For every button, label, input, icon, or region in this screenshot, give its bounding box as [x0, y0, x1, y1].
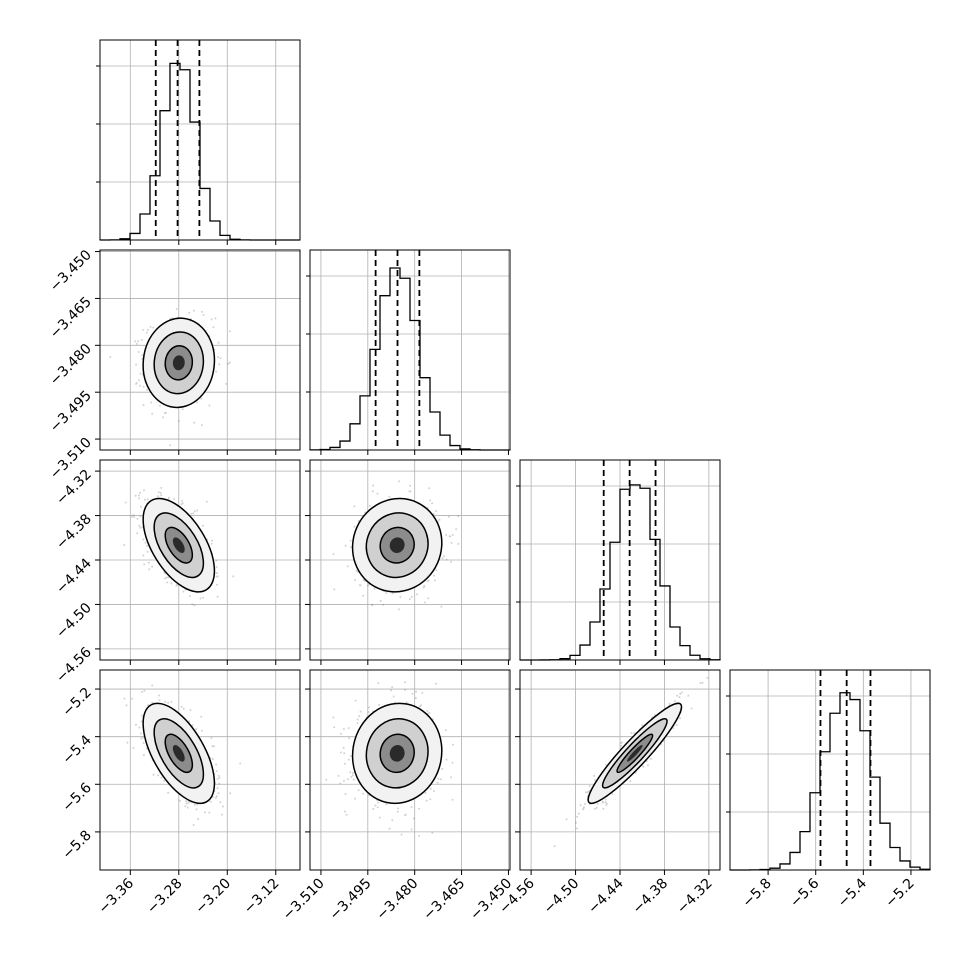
- x-tick-label: −5.6: [787, 875, 822, 910]
- x-tick-label: −4.38: [630, 876, 672, 918]
- y-tick-label: −5.8: [59, 827, 94, 862]
- x-tick-label: −4.32: [674, 876, 716, 918]
- histogram-panel-2: [516, 459, 721, 665]
- density-contour: [172, 355, 185, 371]
- y-tick-label: −5.6: [59, 780, 94, 815]
- histogram-panel-0: [96, 39, 301, 245]
- panel-frame: [309, 249, 511, 451]
- y-tick-label: −3.480: [47, 341, 95, 389]
- panel-frame: [309, 669, 511, 871]
- scatter-panel-2-0: [95, 459, 301, 665]
- x-tick-label: −3.510: [280, 876, 328, 924]
- x-tick-label: −4.50: [541, 876, 583, 918]
- x-tick-label: −5.8: [740, 876, 775, 911]
- panel-bg: [730, 670, 930, 870]
- x-tick-label: −3.480: [374, 876, 422, 924]
- x-tick-label: −5.2: [882, 876, 917, 911]
- density-contour: [389, 744, 405, 762]
- scatter-panel-3-2: [515, 669, 721, 875]
- y-tick-label: −4.38: [53, 511, 95, 553]
- x-tick-label: −3.20: [192, 876, 234, 918]
- panel-frame: [99, 39, 301, 241]
- scatter-panel-3-0: [95, 669, 301, 875]
- scatter-panel-3-1: [305, 669, 511, 875]
- panel-frame: [99, 669, 301, 871]
- panel-frame: [729, 669, 931, 871]
- histogram-panel-1: [306, 249, 511, 455]
- x-tick-label: −3.36: [95, 875, 137, 917]
- density-contour: [172, 744, 185, 762]
- histogram-panel-3: [726, 669, 931, 875]
- y-tick-label: −3.495: [47, 388, 95, 436]
- x-tick-label: −4.44: [585, 875, 627, 917]
- y-tick-label: −4.50: [53, 600, 95, 642]
- x-tick-label: −3.495: [327, 876, 375, 924]
- density-contour: [389, 537, 405, 553]
- scatter-panel-1-0: [95, 249, 301, 455]
- density-contour: [172, 537, 185, 553]
- y-tick-label: −5.4: [59, 732, 94, 767]
- scatter-panel-2-1: [305, 459, 511, 665]
- y-tick-label: −4.56: [53, 644, 95, 686]
- x-tick-label: −3.465: [420, 876, 468, 924]
- y-tick-label: −3.450: [47, 247, 95, 295]
- y-tick-label: −4.44: [53, 555, 95, 597]
- x-tick-label: −3.12: [241, 876, 283, 918]
- x-tick-label: −5.4: [835, 875, 870, 910]
- y-tick-label: −5.2: [59, 685, 94, 720]
- panel-frame: [99, 249, 301, 451]
- density-contour: [627, 744, 643, 762]
- x-tick-label: −3.28: [144, 876, 186, 918]
- y-tick-label: −3.465: [47, 294, 95, 342]
